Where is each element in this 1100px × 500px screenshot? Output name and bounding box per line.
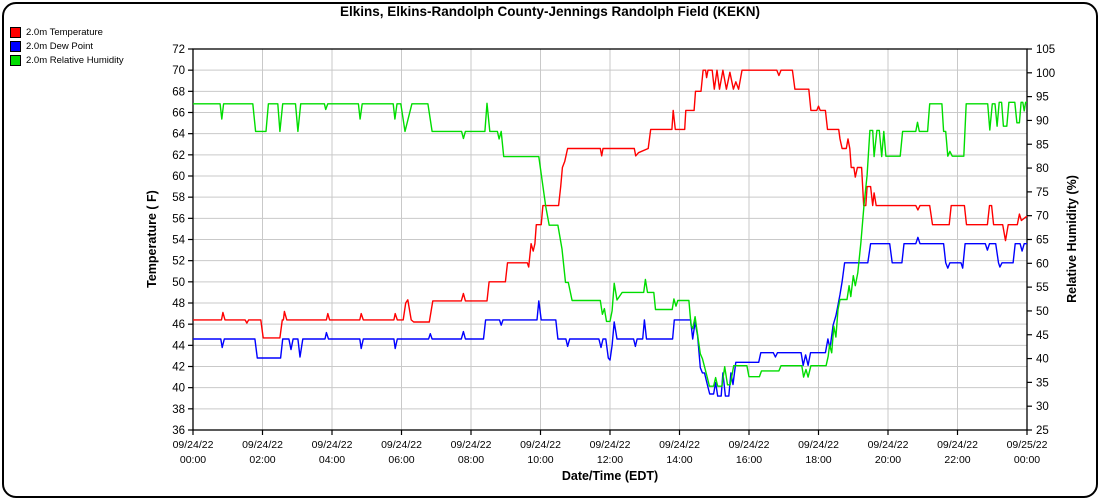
x-tick-date: 09/24/22 — [937, 439, 978, 451]
x-tick-time: 16:00 — [736, 454, 762, 466]
right-tick-label: 80 — [1036, 163, 1049, 175]
x-tick-time: 22:00 — [944, 454, 970, 466]
left-tick-label: 52 — [172, 256, 185, 268]
legend-label-relative-humidity: 2.0m Relative Humidity — [26, 54, 124, 66]
left-tick-label: 36 — [172, 425, 185, 437]
x-tick-date: 09/24/22 — [242, 439, 283, 451]
x-tick-date: 09/24/22 — [381, 439, 422, 451]
x-tick-date: 09/24/22 — [590, 439, 631, 451]
right-tick-label: 25 — [1036, 425, 1049, 437]
right-tick-label: 95 — [1036, 92, 1049, 104]
left-tick-label: 70 — [172, 65, 185, 77]
legend-item-relative-humidity: 2.0m Relative Humidity — [10, 53, 124, 67]
x-tick-time: 14:00 — [666, 454, 692, 466]
x-tick-date: 09/24/22 — [798, 439, 839, 451]
x-tick-time: 04:00 — [319, 454, 345, 466]
legend-label-temperature: 2.0m Temperature — [26, 26, 103, 38]
x-tick-time: 00:00 — [180, 454, 206, 466]
relative-humidity-swatch-icon — [10, 54, 21, 66]
legend: 2.0m Temperature 2.0m Dew Point 2.0m Rel… — [10, 25, 124, 67]
temperature-swatch-icon — [10, 26, 21, 38]
left-tick-label: 72 — [172, 44, 185, 56]
x-tick-time: 06:00 — [388, 454, 414, 466]
x-tick-date: 09/24/22 — [868, 439, 909, 451]
x-tick-date: 09/25/22 — [1007, 439, 1048, 451]
x-tick-time: 18:00 — [805, 454, 831, 466]
left-tick-label: 66 — [172, 108, 185, 120]
left-tick-label: 64 — [172, 129, 185, 141]
x-tick-date: 09/24/22 — [173, 439, 214, 451]
series-line-2-0m-temperature — [193, 69, 1028, 339]
x-tick-time: 02:00 — [249, 454, 275, 466]
right-tick-label: 40 — [1036, 354, 1049, 366]
left-tick-label: 56 — [172, 213, 185, 225]
right-tick-label: 85 — [1036, 139, 1049, 151]
right-tick-label: 105 — [1036, 44, 1055, 56]
left-tick-label: 60 — [172, 171, 185, 183]
chart-title: Elkins, Elkins-Randolph County-Jennings … — [339, 4, 760, 19]
legend-item-temperature: 2.0m Temperature — [10, 25, 124, 39]
x-tick-date: 09/24/22 — [451, 439, 492, 451]
right-tick-label: 55 — [1036, 282, 1049, 294]
left-tick-label: 48 — [172, 298, 185, 310]
legend-item-dew-point: 2.0m Dew Point — [10, 39, 124, 53]
series-line-2-0m-dew-point — [193, 236, 1027, 397]
right-tick-label: 100 — [1036, 68, 1055, 80]
left-tick-label: 40 — [172, 383, 185, 395]
left-tick-label: 58 — [172, 192, 185, 204]
x-tick-time: 10:00 — [527, 454, 553, 466]
x-tick-date: 09/24/22 — [312, 439, 353, 451]
right-tick-label: 90 — [1036, 115, 1049, 127]
series-line-2-0m-relative-humidity — [193, 101, 1027, 387]
left-tick-label: 42 — [172, 362, 185, 374]
right-tick-label: 45 — [1036, 330, 1049, 342]
left-tick-label: 38 — [172, 404, 185, 416]
right-tick-label: 65 — [1036, 235, 1049, 247]
x-tick-time: 12:00 — [597, 454, 623, 466]
right-tick-label: 35 — [1036, 377, 1049, 389]
left-tick-label: 46 — [172, 319, 185, 331]
x-tick-time: 08:00 — [458, 454, 484, 466]
x-tick-date: 09/24/22 — [659, 439, 700, 451]
right-tick-label: 70 — [1036, 211, 1049, 223]
x-tick-date: 09/24/22 — [729, 439, 770, 451]
x-tick-time: 20:00 — [875, 454, 901, 466]
left-tick-label: 54 — [172, 235, 185, 247]
right-tick-label: 30 — [1036, 401, 1049, 413]
left-tick-label: 44 — [172, 340, 185, 352]
legend-label-dew-point: 2.0m Dew Point — [26, 40, 94, 52]
right-tick-label: 60 — [1036, 258, 1049, 270]
left-tick-label: 50 — [172, 277, 185, 289]
x-axis-title: Date/Time (EDT) — [561, 469, 659, 483]
right-tick-label: 50 — [1036, 306, 1049, 318]
left-tick-label: 62 — [172, 150, 185, 162]
x-tick-time: 00:00 — [1014, 454, 1040, 466]
x-tick-date: 09/24/22 — [520, 439, 561, 451]
left-tick-label: 68 — [172, 86, 185, 98]
right-tick-label: 75 — [1036, 187, 1049, 199]
dew-point-swatch-icon — [10, 40, 21, 52]
